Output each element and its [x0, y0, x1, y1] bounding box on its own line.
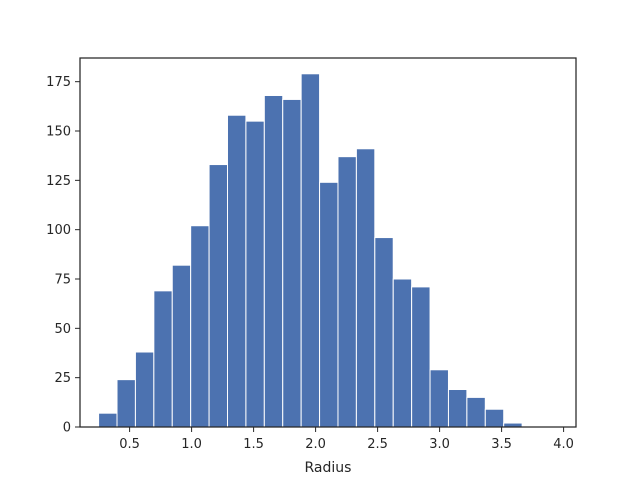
- y-tick-label: 25: [54, 371, 71, 386]
- y-tick-label: 100: [46, 223, 71, 238]
- x-tick-label: 4.0: [553, 437, 574, 452]
- histogram-bar: [429, 369, 449, 428]
- histogram-bar: [300, 73, 321, 428]
- histogram-bar: [153, 290, 173, 428]
- y-tick-label: 75: [54, 273, 71, 288]
- y-axis-ticks: 0 25 50 75 100 125 150 175: [46, 75, 80, 436]
- x-tick-label: 3.5: [491, 437, 512, 452]
- y-tick-label: 125: [46, 174, 71, 189]
- x-tick-label: 2.5: [367, 437, 388, 452]
- histogram-bar: [98, 412, 118, 428]
- x-tick-label: 3.0: [429, 437, 450, 452]
- histogram-bar: [226, 114, 247, 428]
- histogram-bar: [466, 396, 486, 428]
- histogram-bar: [116, 379, 136, 428]
- histogram-bar: [319, 181, 339, 428]
- x-tick-label: 1.5: [243, 437, 264, 452]
- plot-frame: [79, 57, 577, 428]
- histogram-bar: [337, 156, 357, 428]
- histogram-bar: [392, 278, 413, 428]
- y-tick-label: 175: [46, 75, 71, 90]
- histogram-bar: [447, 389, 468, 428]
- histogram-bar: [411, 286, 431, 428]
- histogram-bar: [263, 94, 284, 428]
- y-tick-label: 50: [54, 322, 71, 337]
- histogram-bar: [171, 264, 192, 428]
- y-tick-label: 150: [46, 125, 71, 140]
- histogram-bar: [190, 225, 210, 428]
- histogram-bar: [208, 164, 228, 428]
- histogram-bar: [282, 98, 302, 428]
- histogram-bar: [134, 351, 155, 428]
- x-tick-label: 1.0: [181, 437, 202, 452]
- histogram-bars: [98, 73, 523, 428]
- histogram-bar: [245, 120, 265, 428]
- x-tick-label: 0.5: [119, 437, 140, 452]
- histogram-bar: [355, 148, 376, 428]
- histogram-bar: [484, 408, 505, 428]
- x-axis-ticks: 0.5 1.0 1.5 2.0 2.5 3.0 3.5 4.0: [119, 427, 574, 452]
- x-tick-label: 2.0: [305, 437, 326, 452]
- x-axis-title: Radius: [305, 460, 352, 476]
- histogram-bar: [374, 237, 394, 428]
- y-tick-label: 0: [63, 421, 71, 436]
